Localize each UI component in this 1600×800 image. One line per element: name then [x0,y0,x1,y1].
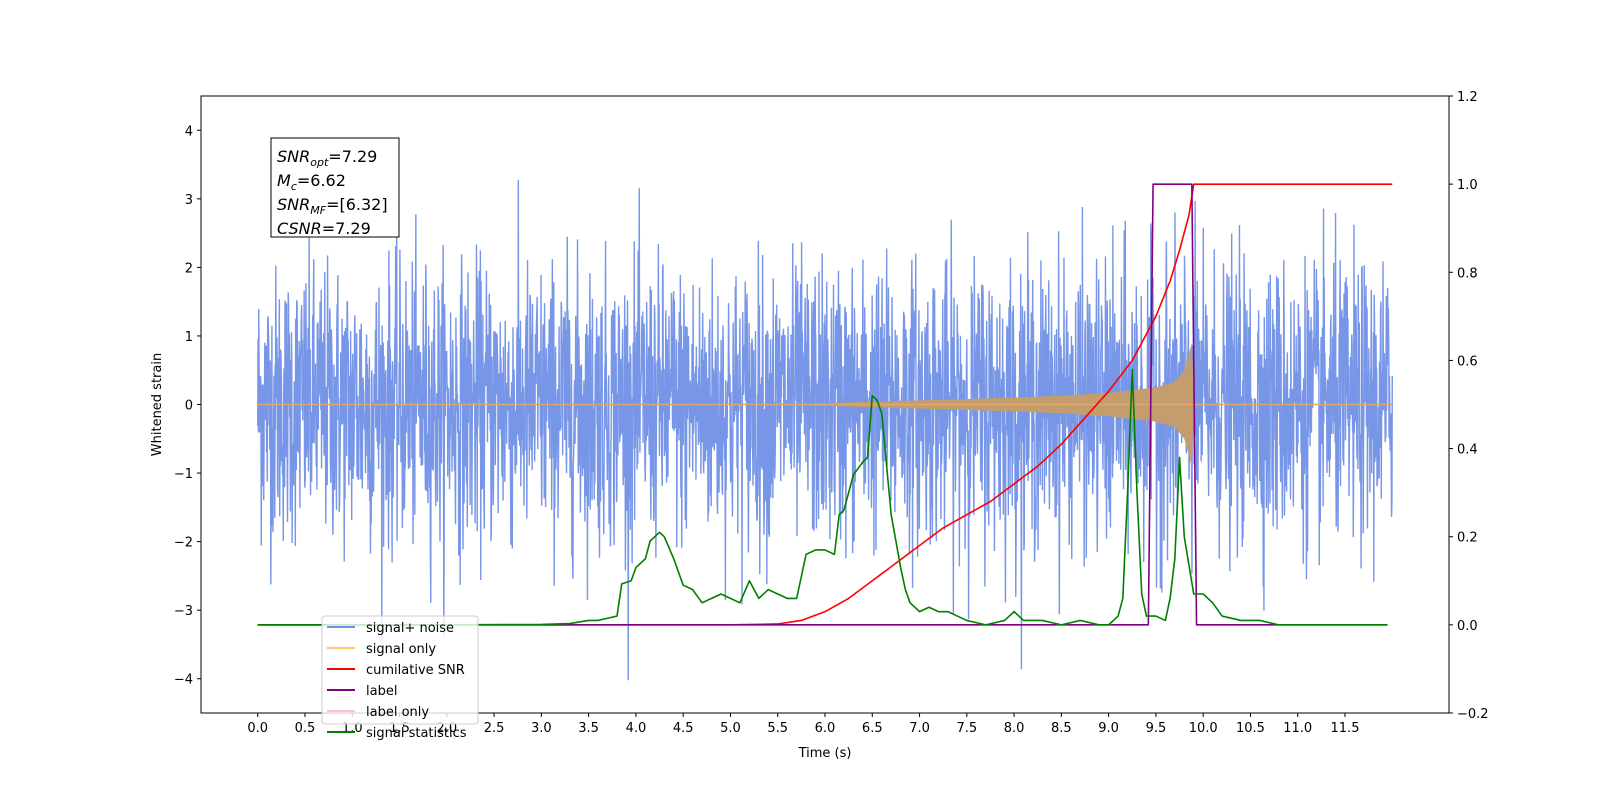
x-tick-label: 3.0 [531,721,552,736]
series-cumilative-snr-line [257,183,1393,626]
x-tick-label: 11.5 [1331,721,1360,736]
y2-tick-label: 0.4 [1457,443,1478,458]
annotation-snr-mf: SNRMF=[6.32] [277,195,388,217]
x-tick-label: 9.5 [1146,721,1167,736]
annotation-mc: Mc=6.62 [277,171,346,193]
y-tick-label: 1 [185,330,193,345]
y-tick-label: −3 [174,604,193,619]
x-tick-label: 6.0 [815,721,836,736]
legend-label-label: label [366,684,397,699]
x-tick-label: 7.5 [956,721,977,736]
legend-label-cumilative-snr: cumilative SNR [366,663,465,678]
x-tick-label: 2.5 [484,721,505,736]
x-tick-label: 3.5 [578,721,599,736]
y2-tick-label: 1.2 [1457,90,1478,105]
x-tick-label: 1.5 [389,721,410,736]
x-tick-label: 9.0 [1098,721,1119,736]
legend-label-signal-statistics: signal statistics [366,726,467,741]
y-tick-label: −1 [174,467,193,482]
y2-tick-label: 1.0 [1457,178,1478,193]
x-tick-label: 4.0 [626,721,647,736]
series-signal-noise-line [257,179,1393,681]
legend-box [321,615,479,725]
x-tick-label: 4.5 [673,721,694,736]
x-tick-label: 0.0 [247,721,268,736]
x-tick-label: 7.0 [909,721,930,736]
y-tick-label: 4 [185,124,193,139]
y-tick-label: 0 [185,399,193,414]
stats-annotation-box [270,137,400,238]
x-tick-label: 10.5 [1236,721,1265,736]
y2-tick-label: −0.2 [1457,707,1489,722]
y2-tick-label: 0.6 [1457,354,1478,369]
x-tick-label: 10.0 [1189,721,1218,736]
x-tick-label: 0.5 [295,721,316,736]
y2-tick-label: 0.0 [1457,619,1478,634]
series-signal-statistics-line [257,368,1388,626]
x-tick-label: 11.0 [1283,721,1312,736]
legend-label-label-only: label only [366,705,429,720]
y-tick-label: 3 [185,193,193,208]
y2-tick-label: 0.2 [1457,531,1478,546]
x-tick-label: 5.0 [720,721,741,736]
annotation-csnr: CSNR=7.29 [277,219,371,238]
x-tick-label: 6.5 [862,721,883,736]
series-label-line [257,183,1388,626]
annotation-snr-opt: SNRopt=7.29 [277,147,377,169]
y-tick-label: −2 [174,536,193,551]
x-tick-label: 8.0 [1004,721,1025,736]
x-axis-label: Time (s) [798,746,852,761]
legend-label-signal-only: signal only [366,642,436,657]
legend-label-signal-noise: signal+ noise [366,621,454,636]
x-tick-label: 2.0 [436,721,457,736]
y-tick-label: 2 [185,261,193,276]
x-tick-label: 8.5 [1051,721,1072,736]
y-axis-label: Whitened strain [150,353,165,456]
x-tick-label: 5.5 [767,721,788,736]
y2-tick-label: 0.8 [1457,266,1478,281]
y-tick-label: −4 [174,673,193,688]
